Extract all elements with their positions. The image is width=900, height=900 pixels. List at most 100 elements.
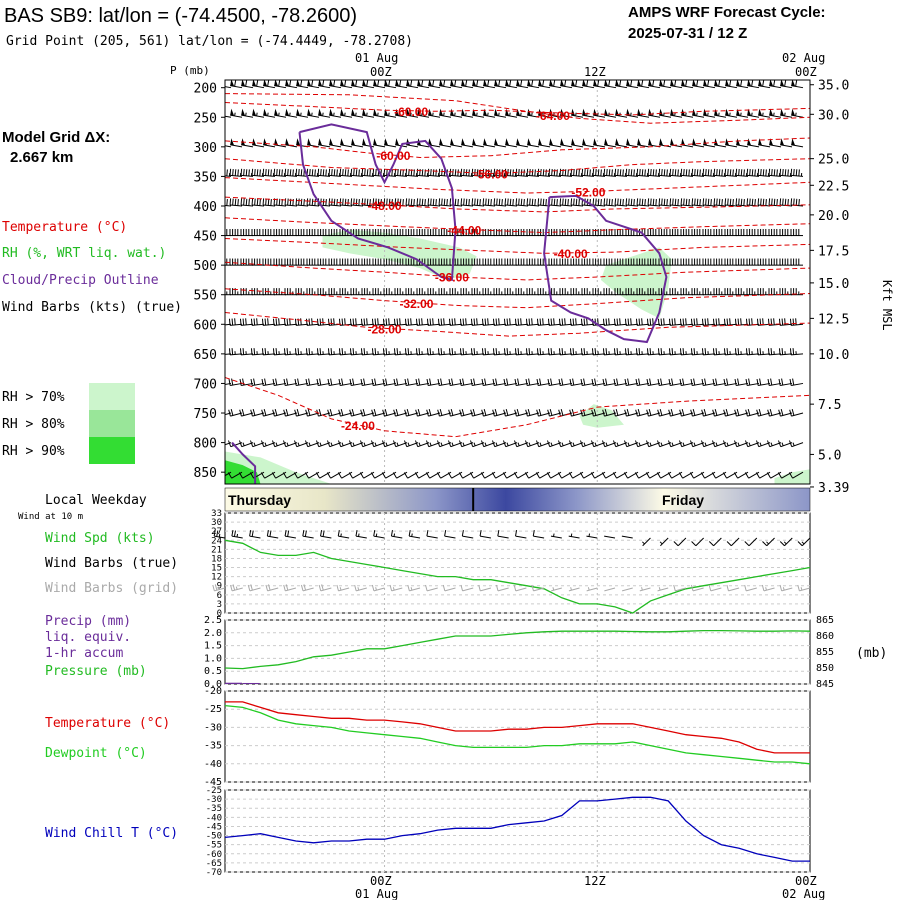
wind-barb-700-352 — [338, 378, 353, 387]
wind-barb-700-396 — [382, 378, 397, 387]
wind-barb-450-572 — [559, 228, 572, 237]
wind-barb-200-407 — [395, 80, 408, 89]
wind-barb-550-396 — [383, 288, 396, 296]
wind-barb-300-770 — [758, 138, 771, 148]
wind-barb-200-462 — [450, 80, 463, 89]
wind-barb-200-572 — [560, 80, 573, 89]
wind-barb-250-308 — [296, 108, 309, 118]
wind-barbs-grid-label: Wind Barbs (grid) — [45, 581, 178, 596]
local-weekday-label: Local Weekday — [45, 493, 147, 508]
wind-barb-300-704 — [692, 138, 705, 148]
wind-barb-750-495 — [481, 408, 496, 417]
wind-barb-200-759 — [747, 80, 760, 89]
wind-barb-700-374 — [360, 378, 375, 387]
surface-wind-barb-23 — [621, 535, 633, 539]
wind-barb-200-605 — [593, 80, 606, 89]
forecast-cycle-value: 2025-07-31 / 12 Z — [628, 25, 747, 42]
bottom-time-label-0: 00Z — [370, 874, 392, 888]
wind-barb-650-275 — [261, 348, 276, 356]
height-tick-label-10: 5.0 — [818, 448, 841, 463]
height-axis-label: Kft MSL — [880, 280, 894, 331]
precip-accum-label: 1-hr accum — [45, 646, 123, 661]
cloud-outline-0 — [298, 123, 457, 282]
wind-barb-300-473 — [461, 138, 474, 148]
wind-barb-700-418 — [404, 378, 419, 387]
wind-barb-350-506 — [493, 168, 507, 177]
wind-barb-650-462 — [448, 348, 463, 356]
wind-barb-200-528 — [516, 80, 529, 89]
wind-barb-300-627 — [615, 138, 628, 148]
wind-barb-400-363 — [350, 198, 364, 207]
height-tick-label-9: 7.5 — [818, 398, 841, 413]
wind-barb-450-330 — [317, 228, 330, 237]
surface-grid-barb-12 — [425, 584, 438, 592]
surface-wind-barb-11 — [408, 530, 421, 539]
wind-barb-550-649 — [636, 288, 649, 296]
surface-grid-barb-10 — [389, 584, 403, 592]
wind-barb-700-660 — [646, 378, 661, 387]
surface-grid-barb-25 — [657, 587, 669, 592]
wind-barb-200-627 — [615, 80, 628, 89]
wind-barb-200-693 — [681, 80, 694, 89]
model-grid-value: 2.667 km — [10, 149, 73, 166]
temp-tick-label-0: -45 — [204, 777, 222, 788]
surface-grid-barb-28 — [708, 584, 722, 592]
wind-barb-450-396 — [383, 228, 396, 237]
chill-tick-label-6: -40 — [206, 813, 222, 823]
wind-chill-panel: -70-65-60-55-50-45-40-35-30-25 — [206, 786, 811, 878]
height-tick-label-3: 22.5 — [818, 179, 849, 194]
surface-grid-barb-31 — [761, 584, 775, 592]
wind-frame — [224, 512, 811, 614]
wind-barb-650-605 — [591, 348, 606, 356]
wind-barb-650-803 — [789, 348, 804, 356]
wind-barb-650-297 — [283, 348, 298, 356]
wind-barb-400-308 — [295, 198, 309, 207]
wind-barb-200-715 — [703, 80, 716, 89]
wind-barb-500-638 — [625, 258, 638, 266]
wind-barb-400-715 — [702, 198, 716, 207]
wind-barb-600-374 — [360, 318, 375, 326]
surface-grid-barb-7 — [336, 584, 350, 592]
pressure-tick-label-4: 400 — [194, 200, 217, 215]
surface-wind-barb-21 — [586, 533, 598, 539]
temp-tick-label-4: -25 — [204, 704, 222, 715]
surface-grid-barb-19 — [551, 587, 562, 592]
wind-barb-750-715 — [701, 408, 716, 417]
wind-barb-450-715 — [702, 228, 715, 237]
wind-barb-750-374 — [360, 408, 375, 417]
temperature-contour-5 — [225, 196, 810, 213]
wind-barb-750-748 — [734, 408, 749, 417]
top-date-label-0: 01 Aug — [355, 51, 398, 65]
wind-barb-300-484 — [472, 138, 485, 148]
wind-barb-750-385 — [371, 408, 386, 417]
wind-barb-500-726 — [713, 258, 726, 266]
temp-tick-label-2: -35 — [204, 741, 222, 752]
weekday-band — [224, 487, 811, 512]
wind-barb-750-517 — [503, 408, 518, 417]
cloud-outline-1 — [543, 194, 668, 344]
wind-barb-650-495 — [481, 348, 496, 356]
height-tick-label-1: 30.0 — [818, 108, 849, 123]
wind-barb-750-693 — [679, 408, 694, 417]
wind-barb-450-242 — [229, 228, 242, 237]
wind-barb-250-374 — [362, 108, 375, 118]
wind-barb-450-759 — [746, 228, 759, 237]
wind-barb-200-638 — [626, 80, 639, 89]
wind-barb-550-583 — [570, 288, 583, 296]
wind-barb-500-319 — [306, 258, 319, 266]
wind-barb-450-737 — [724, 228, 737, 237]
surface-wind-barb-14 — [461, 530, 474, 539]
wind-barb-500-583 — [570, 258, 583, 266]
wind-barb-300-517 — [505, 138, 518, 148]
wind-barb-550-660 — [647, 288, 660, 296]
wind-barb-750-660 — [646, 408, 661, 417]
wind-barb-500-572 — [559, 258, 572, 266]
wind-barb-300-726 — [714, 138, 727, 148]
wind-barb-600-385 — [371, 318, 386, 326]
wind-barb-600-275 — [261, 318, 276, 326]
wind-barb-600-473 — [459, 318, 474, 326]
wind-barb-600-627 — [613, 318, 628, 326]
surface-wind-barb-31 — [762, 537, 775, 547]
wind-tick-label-4: 12 — [211, 573, 222, 583]
wind-speed-line — [224, 539, 811, 614]
